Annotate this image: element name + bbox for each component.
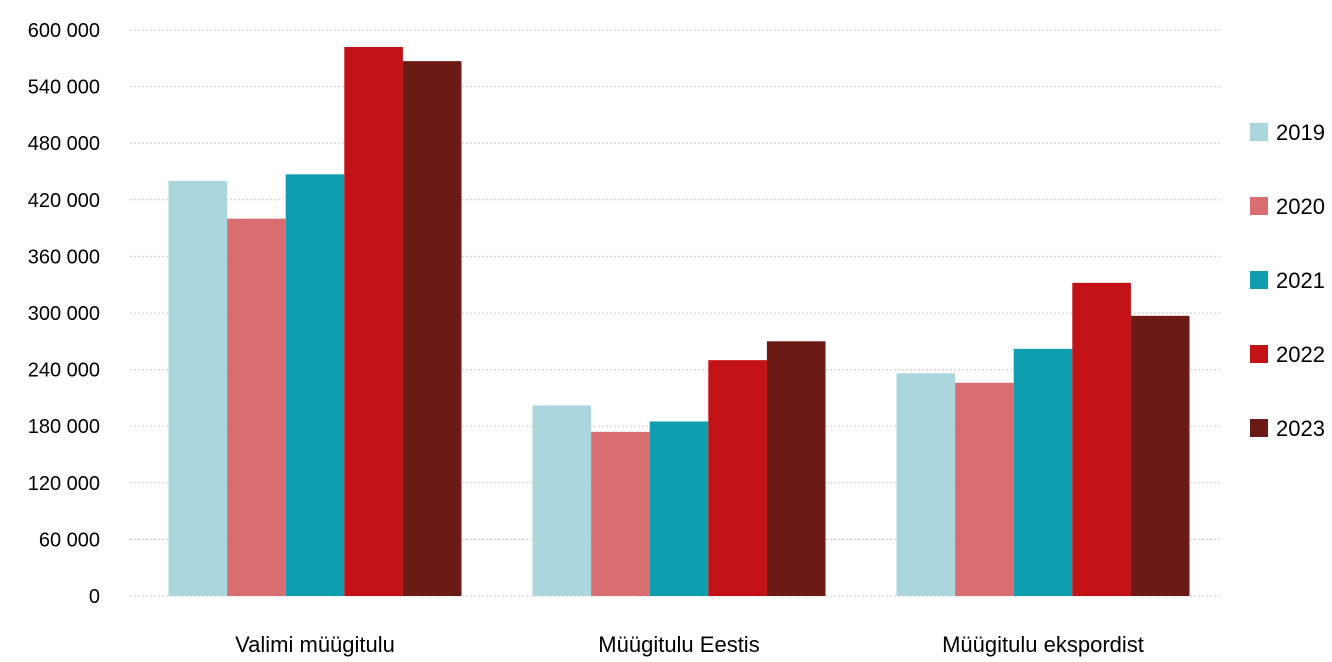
bar-2022 (1072, 282, 1131, 596)
bar-2020 (227, 218, 286, 597)
bar-2022 (708, 360, 767, 596)
legend-swatch-2019 (1250, 123, 1268, 141)
bar-2021 (1013, 348, 1073, 596)
bars (168, 46, 1190, 597)
legend-swatch-2022 (1250, 345, 1268, 363)
y-tick-label: 120 000 (28, 473, 100, 495)
x-category-label: Müügitulu Eestis (598, 632, 759, 657)
bar-2019 (896, 373, 956, 596)
y-tick-label: 540 000 (28, 77, 100, 99)
legend-label: 2019 (1276, 120, 1325, 145)
bar-2023 (402, 61, 462, 596)
x-category-label: Müügitulu ekspordist (942, 632, 1144, 657)
y-tick-label: 360 000 (28, 246, 100, 268)
bar-2023 (766, 341, 826, 596)
bar-2019 (168, 180, 228, 596)
bar-2021 (285, 174, 345, 596)
legend: 2019 2020 2021 2022 2023 (1250, 120, 1325, 441)
bar-2020 (955, 382, 1014, 596)
y-tick-label: 240 000 (28, 360, 100, 382)
y-tick-label: 60 000 (39, 529, 100, 551)
bar-2021 (649, 421, 709, 596)
y-tick-label: 420 000 (28, 190, 100, 212)
x-category-label: Valimi müügitulu (235, 632, 395, 657)
y-tick-label: 300 000 (28, 303, 100, 325)
legend-label: 2022 (1276, 342, 1325, 367)
legend-swatch-2023 (1250, 419, 1268, 437)
y-tick-label: 180 000 (28, 416, 100, 438)
bar-2020 (591, 431, 650, 596)
y-tick-label: 600 000 (28, 20, 100, 42)
x-axis-category-labels: Valimi müügitulu Müügitulu Eestis Müügitul… (235, 632, 1144, 657)
y-tick-label: 480 000 (28, 133, 100, 155)
legend-swatch-2021 (1250, 271, 1268, 289)
bar-2023 (1130, 315, 1190, 596)
legend-label: 2021 (1276, 268, 1325, 293)
bar-2022 (344, 46, 403, 597)
legend-swatch-2020 (1250, 197, 1268, 215)
bar-2019 (532, 405, 592, 596)
y-axis-tick-labels: 0 60 000 120 000 180 000 240 000 300 000 360 0… (28, 20, 100, 608)
y-tick-label: 0 (89, 586, 100, 608)
legend-label: 2020 (1276, 194, 1325, 219)
legend-label: 2023 (1276, 416, 1325, 441)
